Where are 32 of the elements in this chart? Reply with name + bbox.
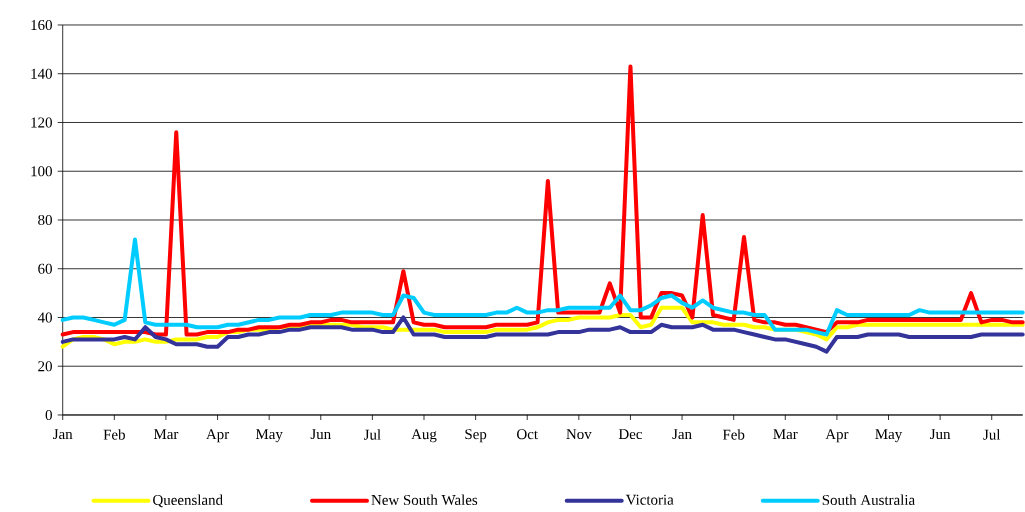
x-tick-label: Feb	[103, 429, 125, 440]
y-tick-label: 60	[38, 263, 52, 274]
y-tick-label: 160	[31, 19, 52, 31]
x-tick-label: Feb	[722, 429, 745, 440]
legend-label: Queensland	[153, 494, 223, 508]
x-tick-label: Jan	[672, 429, 692, 440]
y-tick-label: 120	[31, 117, 52, 128]
x-tick-label: Mar	[773, 429, 798, 440]
x-tick-label: Mar	[153, 429, 179, 440]
y-tick-label: 100	[31, 166, 52, 177]
x-tick-label: Sep	[465, 429, 487, 443]
x-tick-label: May	[875, 429, 903, 443]
x-tick-label: Oct	[517, 429, 538, 440]
x-tick-label: Dec	[618, 429, 643, 440]
x-tick-label: Jan	[53, 429, 73, 440]
y-tick-label: 40	[37, 312, 52, 323]
x-tick-label: Nov	[566, 429, 592, 440]
x-tick-label: Apr	[206, 429, 230, 443]
x-tick-label: Jun	[310, 429, 331, 440]
y-tick-label: 0	[45, 409, 52, 421]
x-tick-label: Apr	[825, 429, 849, 443]
x-tick-label: May	[255, 429, 283, 443]
y-tick-label: 20	[38, 361, 52, 372]
y-tick-label: 80	[38, 214, 52, 226]
x-tick-label: Jul	[363, 429, 381, 440]
legend-label: South Australia	[822, 494, 915, 505]
x-tick-label: Jul	[983, 429, 1001, 440]
x-tick-label: Jun	[930, 429, 951, 440]
legend-label: New South Wales	[371, 494, 478, 506]
x-tick-label: Aug	[411, 429, 437, 443]
legend-label: Victoria	[625, 494, 674, 505]
y-tick-label: 140	[31, 68, 52, 79]
